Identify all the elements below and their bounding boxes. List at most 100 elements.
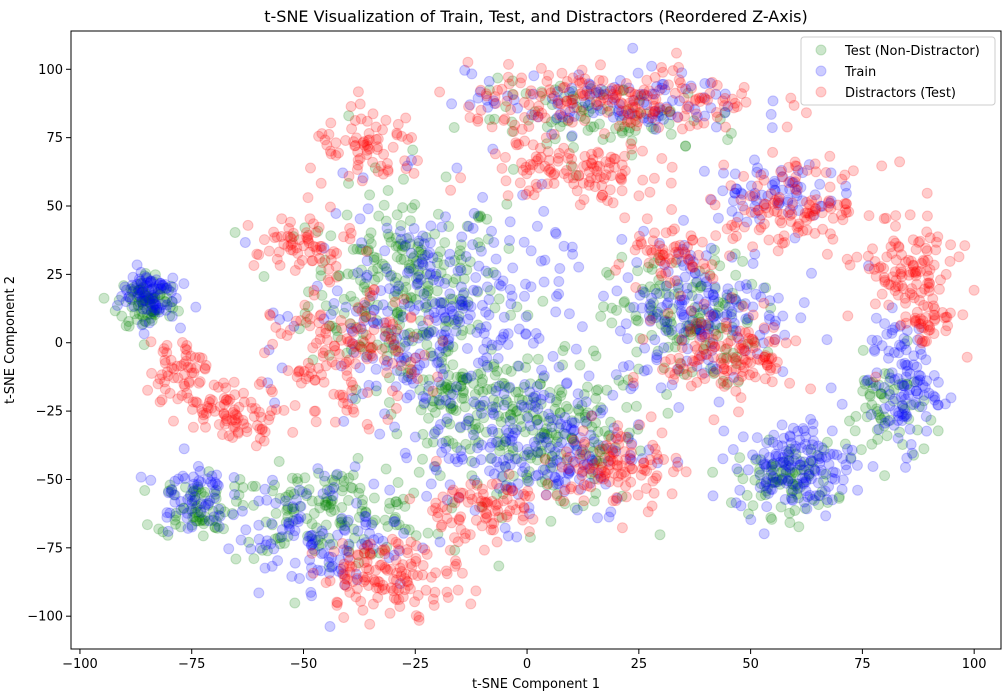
- scatter-point: [333, 348, 345, 360]
- scatter-point: [207, 505, 219, 517]
- scatter-point: [494, 440, 506, 452]
- scatter-point: [474, 210, 486, 222]
- scatter-point: [408, 487, 420, 499]
- scatter-point: [267, 338, 279, 350]
- scatter-point: [534, 432, 546, 444]
- scatter-point: [239, 237, 251, 248]
- scatter-point: [759, 351, 771, 363]
- scatter-point: [417, 258, 429, 270]
- scatter-point: [300, 316, 312, 328]
- scatter-point: [514, 177, 526, 189]
- scatter-point: [465, 370, 477, 382]
- scatter-point: [272, 555, 284, 567]
- scatter-point: [431, 285, 443, 297]
- scatter-point: [365, 238, 377, 249]
- scatter-point: [381, 266, 393, 278]
- scatter-point: [749, 190, 761, 202]
- scatter-point: [527, 424, 538, 436]
- scatter-point: [968, 284, 980, 296]
- scatter-point: [326, 494, 338, 506]
- scatter-point: [296, 486, 308, 498]
- scatter-point: [372, 592, 384, 603]
- scatter-point: [504, 216, 516, 228]
- scatter-point: [464, 323, 476, 335]
- scatter-point: [361, 149, 373, 161]
- scatter-point: [637, 174, 649, 186]
- scatter-point: [133, 284, 145, 296]
- scatter-point: [141, 309, 153, 321]
- scatter-point: [336, 512, 348, 524]
- scatter-point: [770, 363, 782, 374]
- scatter-point: [341, 356, 352, 368]
- scatter-point: [282, 530, 294, 542]
- scatter-point: [537, 372, 549, 384]
- scatter-point: [562, 403, 574, 415]
- scatter-point: [350, 347, 362, 359]
- scatter-point: [189, 352, 201, 364]
- scatter-point: [761, 501, 773, 513]
- scatter-point: [768, 336, 780, 348]
- scatter-point: [627, 42, 639, 54]
- scatter-point: [546, 421, 558, 433]
- scatter-point: [379, 342, 391, 354]
- scatter-point: [113, 294, 125, 306]
- scatter-point: [364, 538, 376, 550]
- scatter-point: [784, 507, 795, 519]
- scatter-point: [264, 308, 276, 320]
- scatter-point: [522, 309, 534, 321]
- scatter-point: [458, 287, 470, 299]
- scatter-point: [360, 311, 372, 323]
- scatter-point: [629, 88, 641, 100]
- scatter-point: [600, 468, 612, 479]
- scatter-point: [876, 160, 888, 172]
- scatter-point: [269, 479, 280, 491]
- scatter-point: [454, 249, 465, 261]
- scatter-point: [345, 290, 357, 302]
- scatter-point: [876, 288, 888, 300]
- scatter-point: [766, 122, 778, 134]
- scatter-point: [701, 348, 713, 360]
- scatter-point: [690, 108, 702, 120]
- scatter-point: [371, 339, 383, 351]
- scatter-point: [579, 409, 591, 421]
- scatter-point: [511, 301, 523, 313]
- scatter-point: [137, 299, 149, 311]
- scatter-point: [911, 361, 923, 373]
- scatter-point: [844, 259, 856, 271]
- scatter-point: [169, 489, 181, 501]
- scatter-point: [552, 431, 564, 443]
- scatter-point: [474, 501, 485, 513]
- scatter-point: [767, 146, 779, 158]
- scatter-point: [632, 423, 644, 435]
- scatter-point: [392, 118, 404, 130]
- scatter-point: [394, 342, 406, 354]
- scatter-point: [126, 301, 138, 313]
- scatter-point: [651, 287, 662, 299]
- scatter-point: [410, 294, 422, 305]
- scatter-point: [154, 373, 166, 385]
- scatter-point: [268, 226, 280, 238]
- scatter-point: [641, 74, 653, 86]
- scatter-point: [573, 405, 585, 417]
- scatter-point: [413, 614, 425, 626]
- scatter-point: [485, 453, 497, 464]
- scatter-point: [361, 349, 373, 361]
- scatter-point: [145, 336, 157, 348]
- scatter-point: [824, 181, 836, 193]
- scatter-point: [892, 432, 904, 444]
- scatter-point: [325, 117, 337, 129]
- scatter-point: [362, 244, 374, 256]
- scatter-point: [377, 124, 388, 136]
- scatter-point: [637, 145, 648, 157]
- scatter-point: [413, 237, 425, 249]
- scatter-point: [351, 583, 363, 595]
- scatter-point: [391, 567, 403, 579]
- scatter-point: [154, 289, 166, 300]
- scatter-point: [139, 485, 151, 496]
- scatter-point: [387, 141, 399, 153]
- scatter-point: [353, 550, 364, 561]
- scatter-point: [536, 427, 548, 439]
- scatter-point: [690, 317, 702, 329]
- scatter-point: [472, 237, 484, 249]
- scatter-point: [553, 276, 565, 287]
